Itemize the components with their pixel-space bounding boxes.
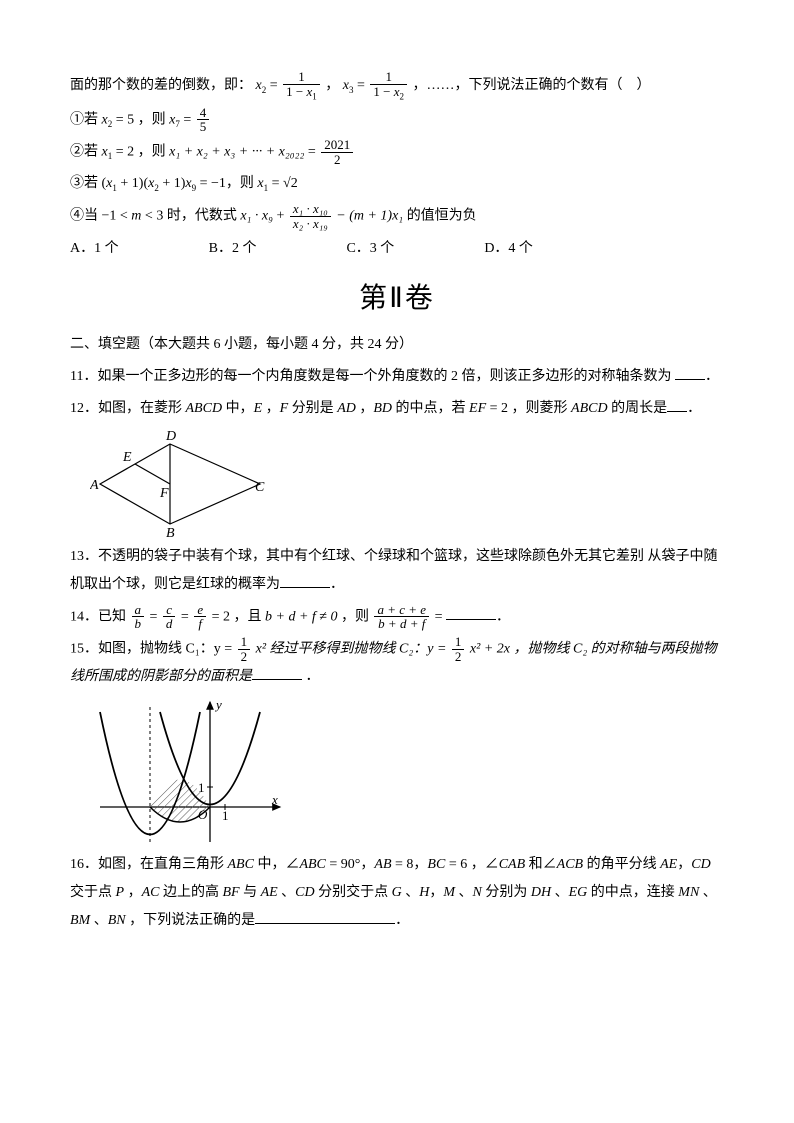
fill-header: 二、填空题（本大题共 6 小题，每小题 4 分，共 24 分） [70, 331, 724, 359]
svg-text:D: D [165, 429, 176, 444]
svg-text:1: 1 [198, 780, 205, 795]
x3-sub: 3 [349, 85, 354, 95]
q14-blank [446, 605, 496, 620]
top-prefix: 面的那个数的差的倒数，即： [70, 78, 252, 93]
q13-blank [280, 573, 330, 588]
section-title: 第Ⅱ卷 [70, 271, 724, 327]
svg-text:E: E [122, 450, 132, 465]
svg-text:F: F [159, 486, 169, 501]
option-d: D．4 个 [484, 235, 533, 263]
option-a: A．1 个 [70, 235, 119, 263]
q-top-line: 面的那个数的差的倒数，即： x2 = 1 1 − x1 ， x3 = 1 1 −… [70, 70, 724, 102]
stmt4-frac: x₁ · x₁₀x₂ · x₁₉ [290, 202, 331, 230]
q12-diagram: A B C D E F [90, 429, 724, 539]
q15: 15．如图，抛物线 C₁：y = 12 x² 经过平移得到抛物线 C₂：y = … [70, 635, 724, 691]
svg-text:A: A [90, 478, 99, 493]
stmt2: ②若 x1 = 2 ，则 x₁ + x₂ + x₃ + ··· + x₂₀₂₂ … [70, 138, 724, 166]
stmt2-frac: 20212 [321, 138, 353, 166]
svg-text:B: B [166, 526, 175, 539]
svg-text:C: C [255, 480, 265, 495]
svg-text:O: O [198, 807, 208, 822]
q15-diagram: 1 1 O x y [90, 697, 724, 847]
option-c: C．3 个 [346, 235, 394, 263]
q15-blank [252, 665, 302, 680]
top-suffix: ，……，下列说法正确的个数有（ ） [413, 78, 651, 93]
x3-frac: 1 1 − x2 [370, 70, 407, 102]
x2-frac: 1 1 − x1 [283, 70, 320, 102]
x2-sub: 2 [262, 85, 267, 95]
q16: 16．如图，在直角三角形 ABC 中，∠ABC = 90°，AB = 8，BC … [70, 851, 724, 935]
q13: 13．不透明的袋子中装有个球，其中有个红球、个绿球和个篮球，这些球除颜色外无其它… [70, 543, 724, 599]
stmt4: ④当 −1 < m < 3 时，代数式 x₁ · x₉ + x₁ · x₁₀x₂… [70, 202, 724, 230]
svg-text:y: y [214, 697, 222, 712]
q16-blank [255, 909, 395, 924]
q12-blank [667, 397, 687, 412]
stmt1-frac: 45 [197, 106, 210, 134]
page: 面的那个数的差的倒数，即： x2 = 1 1 − x1 ， x3 = 1 1 −… [0, 0, 794, 1123]
q14: 14．已知 ab = cd = ef = 2 ，且 b + d + f ≠ 0 … [70, 603, 724, 631]
q11: 11．如果一个正多边形的每一个内角度数是每一个外角度数的 2 倍，则该正多边形的… [70, 363, 724, 391]
options-row: A．1 个 B．2 个 C．3 个 D．4 个 [70, 235, 724, 263]
stmt1: ①若 x2 = 5 ，则 x7 = 45 [70, 106, 724, 134]
option-b: B．2 个 [209, 235, 257, 263]
q11-blank [675, 365, 705, 380]
svg-text:x: x [271, 792, 278, 807]
svg-text:1: 1 [222, 808, 229, 823]
q12: 12．如图，在菱形 ABCD 中，E ，F 分别是 AD ，BD 的中点，若 E… [70, 395, 724, 423]
stmt3: ③若 (x1 + 1)(x2 + 1)x9 = −1，则 x1 = √2 [70, 170, 724, 198]
